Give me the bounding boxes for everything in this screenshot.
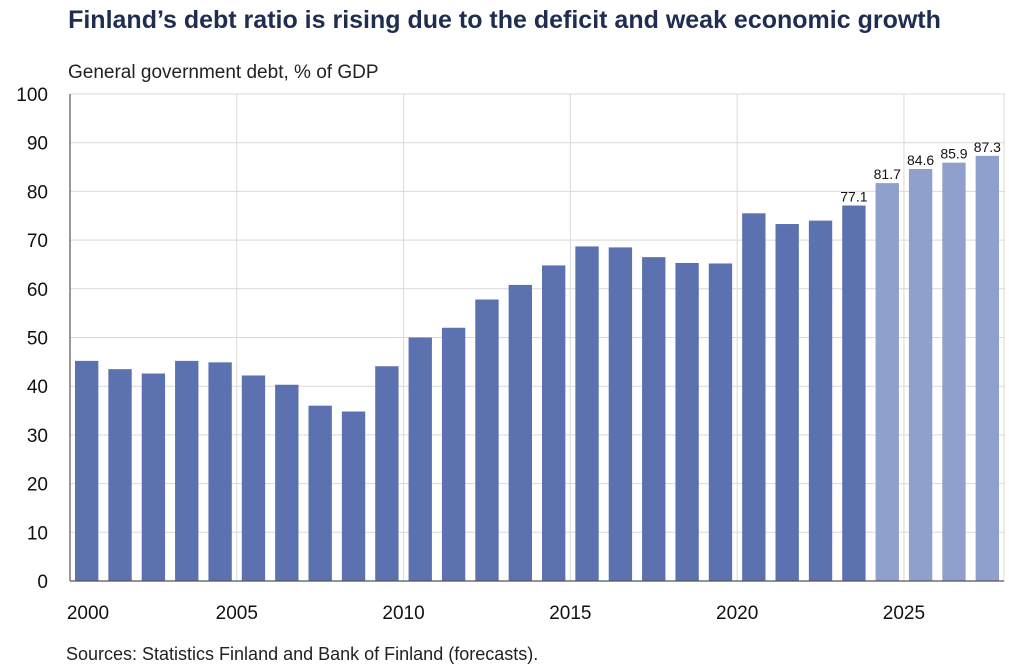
bar	[508, 284, 532, 581]
x-tick-label: 2000	[67, 603, 109, 624]
bar	[275, 384, 299, 581]
x-tick-label: 2010	[382, 603, 424, 624]
bar	[241, 375, 266, 581]
bar	[975, 155, 999, 581]
bar	[141, 373, 166, 581]
bar	[475, 299, 499, 581]
y-tick-label: 0	[37, 572, 48, 593]
bar	[575, 246, 599, 581]
bar	[742, 213, 766, 581]
y-tick-label: 40	[27, 377, 48, 398]
y-tick-label: 70	[27, 231, 48, 252]
source-note: Sources: Statistics Finland and Bank of …	[66, 644, 539, 664]
y-tick-label: 100	[16, 85, 48, 106]
x-tick-label: 2015	[549, 603, 591, 624]
bar	[308, 405, 332, 581]
data-label: 85.9	[940, 146, 967, 162]
y-tick-label: 10	[27, 523, 48, 544]
data-label: 84.6	[907, 152, 934, 168]
bar	[408, 337, 432, 581]
bar	[75, 360, 99, 581]
y-tick-label: 50	[27, 329, 48, 350]
data-label: 87.3	[974, 139, 1001, 155]
x-tick-label: 2020	[716, 603, 758, 624]
y-axis-label: General government debt, % of GDP	[68, 62, 379, 83]
bar	[775, 224, 799, 582]
bar	[108, 369, 132, 581]
data-label: 81.7	[874, 166, 901, 182]
y-tick-label: 90	[27, 134, 48, 155]
x-tick-label: 2005	[216, 603, 258, 624]
bar	[675, 262, 699, 581]
bar	[708, 263, 733, 581]
bar	[875, 183, 899, 581]
bar	[542, 265, 566, 581]
y-tick-label: 20	[27, 475, 48, 496]
bar	[341, 411, 366, 581]
x-tick-label: 2025	[883, 603, 925, 624]
bar	[642, 257, 666, 581]
bar	[808, 220, 833, 581]
bar	[842, 205, 866, 581]
bar	[208, 362, 232, 581]
bar	[441, 327, 466, 581]
data-label: 77.1	[840, 189, 867, 205]
chart-title: Finland’s debt ratio is rising due to th…	[68, 6, 941, 34]
y-tick-label: 30	[27, 426, 48, 447]
bar	[908, 168, 933, 582]
bar	[608, 247, 633, 581]
y-tick-label: 60	[27, 280, 48, 301]
bar	[175, 360, 199, 581]
y-tick-label: 80	[27, 182, 48, 203]
bar	[375, 366, 399, 581]
bar	[942, 162, 966, 582]
